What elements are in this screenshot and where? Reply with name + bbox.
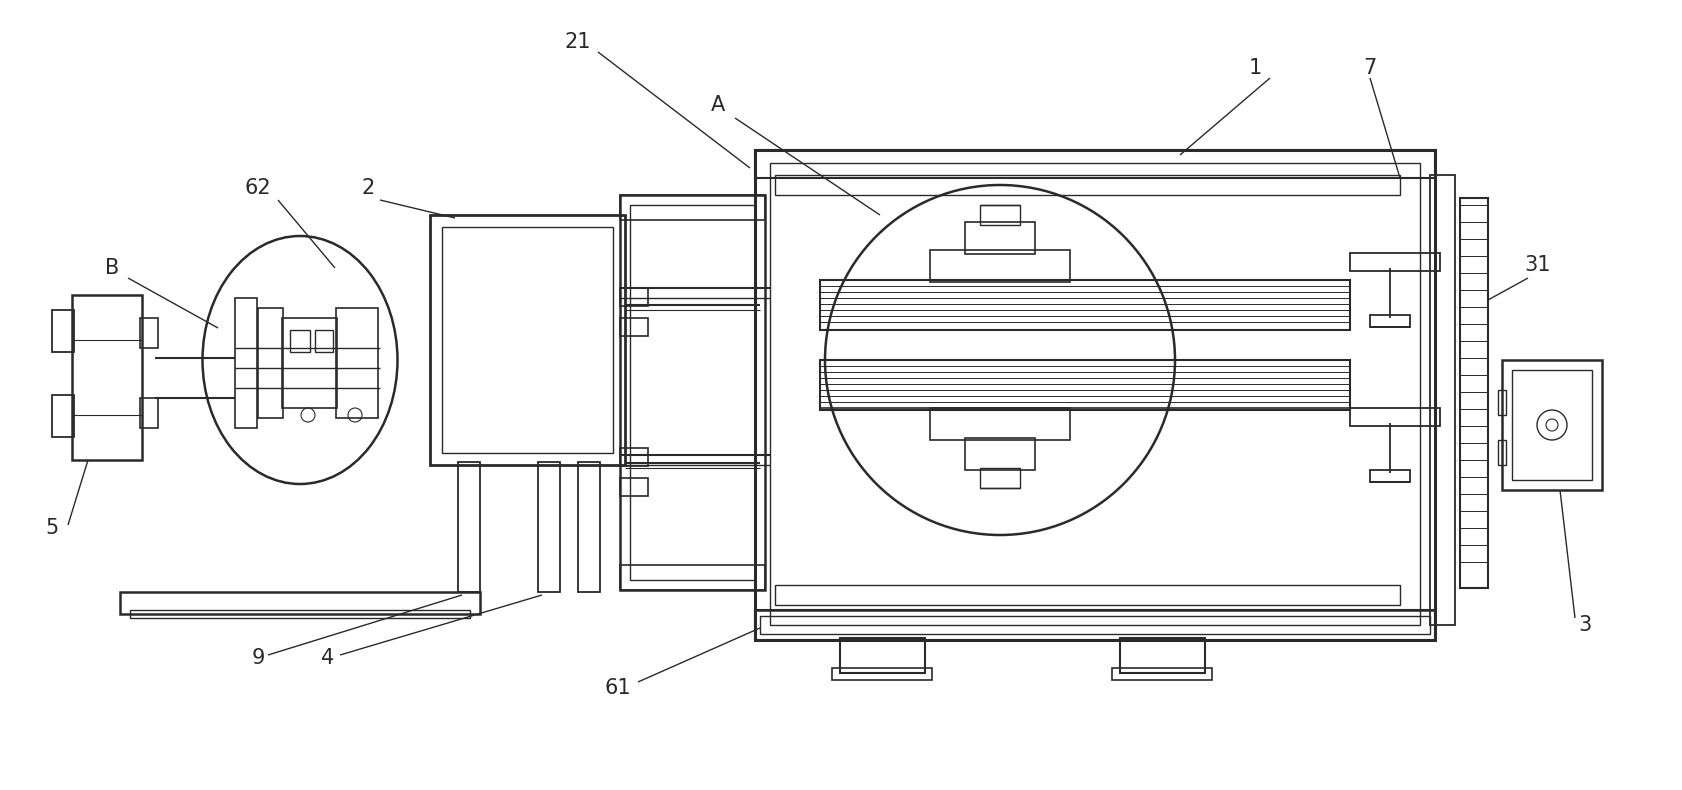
Bar: [619, 195, 765, 590]
Bar: [130, 610, 469, 618]
Bar: [819, 360, 1349, 410]
Bar: [629, 205, 755, 580]
Bar: [52, 395, 74, 437]
Bar: [755, 610, 1435, 640]
Bar: [930, 408, 1070, 440]
Text: 62: 62: [244, 178, 271, 198]
Bar: [458, 462, 479, 592]
Bar: [755, 610, 1435, 640]
Bar: [538, 462, 560, 592]
Text: 3: 3: [1578, 615, 1591, 635]
Text: 61: 61: [604, 678, 631, 698]
Bar: [1500, 360, 1601, 490]
Text: B: B: [104, 258, 119, 278]
Bar: [1112, 668, 1211, 680]
Bar: [429, 215, 624, 465]
Bar: [1510, 370, 1591, 480]
Bar: [140, 318, 158, 348]
Bar: [1369, 315, 1410, 327]
Bar: [979, 468, 1019, 488]
Bar: [930, 250, 1070, 282]
Bar: [336, 308, 378, 418]
Bar: [619, 448, 648, 466]
Bar: [760, 616, 1430, 634]
Bar: [979, 205, 1019, 225]
Text: 4: 4: [321, 648, 335, 668]
Bar: [1497, 390, 1505, 415]
Bar: [1349, 408, 1440, 426]
Bar: [770, 163, 1420, 625]
Bar: [619, 318, 648, 336]
Bar: [774, 585, 1399, 605]
Text: A: A: [710, 95, 725, 115]
Bar: [1369, 470, 1410, 482]
Bar: [289, 330, 309, 352]
Text: 2: 2: [362, 178, 375, 198]
Bar: [755, 150, 1435, 178]
Bar: [964, 222, 1034, 254]
Text: 31: 31: [1524, 255, 1551, 275]
Bar: [577, 462, 600, 592]
Bar: [1458, 198, 1487, 588]
Text: 9: 9: [251, 648, 264, 668]
Bar: [1119, 638, 1204, 673]
Bar: [619, 565, 765, 590]
Bar: [52, 310, 74, 352]
Bar: [831, 668, 932, 680]
Bar: [235, 298, 257, 428]
Bar: [619, 195, 765, 220]
Bar: [257, 308, 283, 418]
Bar: [119, 592, 479, 614]
Text: 7: 7: [1362, 58, 1376, 78]
Bar: [1349, 253, 1440, 271]
Bar: [1430, 175, 1455, 625]
Bar: [442, 227, 612, 453]
Bar: [1497, 440, 1505, 465]
Bar: [755, 150, 1435, 640]
Text: 1: 1: [1248, 58, 1262, 78]
Bar: [315, 330, 333, 352]
Bar: [283, 318, 336, 408]
Bar: [619, 288, 648, 306]
Bar: [72, 295, 141, 460]
Bar: [964, 438, 1034, 470]
Bar: [774, 175, 1399, 195]
Text: 5: 5: [45, 518, 59, 538]
Bar: [140, 398, 158, 428]
Bar: [839, 638, 925, 673]
Bar: [819, 280, 1349, 330]
Text: 21: 21: [565, 32, 590, 52]
Bar: [619, 478, 648, 496]
